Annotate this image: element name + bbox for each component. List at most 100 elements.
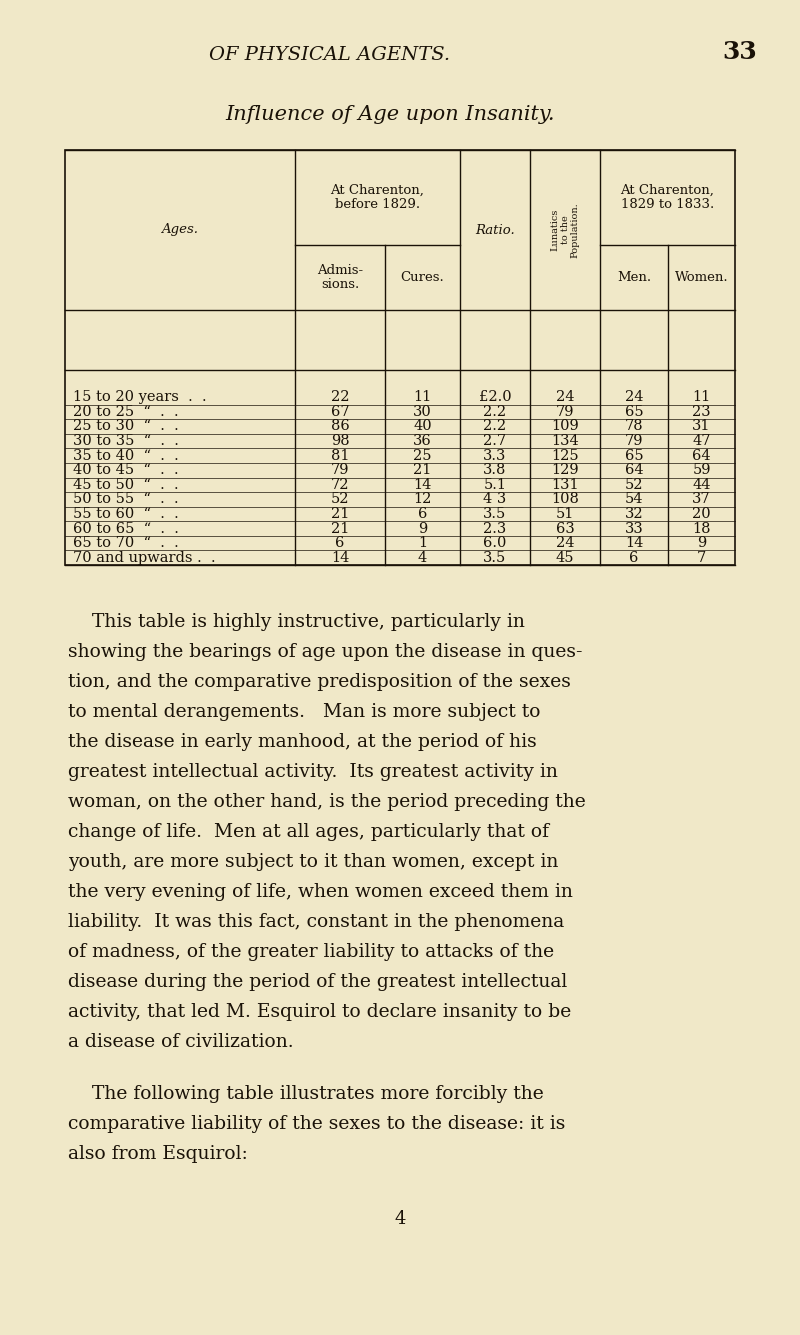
Text: a disease of civilization.: a disease of civilization.	[68, 1033, 294, 1051]
Text: activity, that led M. Esquirol to declare insanity to be: activity, that led M. Esquirol to declar…	[68, 1003, 571, 1021]
Text: woman, on the other hand, is the period preceding the: woman, on the other hand, is the period …	[68, 793, 586, 810]
Text: 72: 72	[330, 478, 350, 491]
Text: 6: 6	[418, 507, 427, 521]
Text: 65 to 70  “  .  .: 65 to 70 “ . .	[73, 537, 178, 550]
Text: 32: 32	[625, 507, 643, 521]
Text: 3.5: 3.5	[483, 507, 506, 521]
Text: The following table illustrates more forcibly the: The following table illustrates more for…	[68, 1085, 544, 1103]
Text: Cures.: Cures.	[401, 271, 444, 284]
Text: 20 to 25  “  .  .: 20 to 25 “ . .	[73, 405, 178, 419]
Text: 14: 14	[414, 478, 432, 491]
Text: 36: 36	[413, 434, 432, 449]
Text: 9: 9	[697, 537, 706, 550]
Text: 108: 108	[551, 493, 579, 506]
Text: liability.  It was this fact, constant in the phenomena: liability. It was this fact, constant in…	[68, 913, 564, 930]
Text: 9: 9	[418, 522, 427, 535]
Text: 2.7: 2.7	[483, 434, 506, 449]
Text: 5.1: 5.1	[483, 478, 506, 491]
Text: 65: 65	[625, 449, 643, 463]
Text: 21: 21	[414, 463, 432, 477]
Text: 22: 22	[330, 390, 350, 405]
Text: 45 to 50  “  .  .: 45 to 50 “ . .	[73, 478, 178, 491]
Text: 33: 33	[625, 522, 643, 535]
Text: comparative liability of the sexes to the disease: it is: comparative liability of the sexes to th…	[68, 1115, 566, 1133]
Text: 15 to 20 years  .  .: 15 to 20 years . .	[73, 390, 206, 405]
Text: Influence of Age upon Insanity.: Influence of Age upon Insanity.	[226, 105, 554, 124]
Text: 81: 81	[330, 449, 350, 463]
Text: 7: 7	[697, 551, 706, 565]
Text: 3.5: 3.5	[483, 551, 506, 565]
Text: 79: 79	[625, 434, 643, 449]
Text: 131: 131	[551, 478, 579, 491]
Text: £2.0: £2.0	[478, 390, 511, 405]
Text: 31: 31	[692, 419, 710, 434]
Text: 3.3: 3.3	[483, 449, 506, 463]
Text: showing the bearings of age upon the disease in ques-: showing the bearings of age upon the dis…	[68, 643, 582, 661]
Text: 6: 6	[630, 551, 638, 565]
Text: 6: 6	[335, 537, 345, 550]
Text: the very evening of life, when women exceed them in: the very evening of life, when women exc…	[68, 882, 573, 901]
Text: 25: 25	[414, 449, 432, 463]
Text: 47: 47	[692, 434, 710, 449]
Text: 18: 18	[692, 522, 710, 535]
Text: Women.: Women.	[674, 271, 728, 284]
Text: 33: 33	[722, 40, 758, 64]
Text: OF PHYSICAL AGENTS.: OF PHYSICAL AGENTS.	[210, 45, 450, 64]
Text: 4: 4	[394, 1210, 406, 1228]
Text: 59: 59	[692, 463, 710, 477]
Text: Ages.: Ages.	[162, 223, 198, 236]
Text: Lunatics
to the
Population.: Lunatics to the Population.	[550, 202, 580, 258]
Text: 21: 21	[331, 507, 349, 521]
Text: Men.: Men.	[617, 271, 651, 284]
Text: 67: 67	[330, 405, 350, 419]
Text: 52: 52	[330, 493, 350, 506]
Text: 55 to 60  “  .  .: 55 to 60 “ . .	[73, 507, 178, 521]
Text: 2.2: 2.2	[483, 405, 506, 419]
Text: This table is highly instructive, particularly in: This table is highly instructive, partic…	[68, 613, 525, 631]
Text: change of life.  Men at all ages, particularly that of: change of life. Men at all ages, particu…	[68, 822, 549, 841]
Text: 23: 23	[692, 405, 711, 419]
Text: 45: 45	[556, 551, 574, 565]
Text: tion, and the comparative predisposition of the sexes: tion, and the comparative predisposition…	[68, 673, 571, 692]
Text: 64: 64	[692, 449, 711, 463]
Text: 21: 21	[331, 522, 349, 535]
Text: 11: 11	[414, 390, 432, 405]
Text: 98: 98	[330, 434, 350, 449]
Text: 64: 64	[625, 463, 643, 477]
Text: 37: 37	[692, 493, 711, 506]
Text: disease during the period of the greatest intellectual: disease during the period of the greates…	[68, 973, 567, 991]
Text: 1: 1	[418, 537, 427, 550]
Text: 86: 86	[330, 419, 350, 434]
Text: 40: 40	[413, 419, 432, 434]
Text: 30 to 35  “  .  .: 30 to 35 “ . .	[73, 434, 179, 449]
Text: 12: 12	[414, 493, 432, 506]
Text: 35 to 40  “  .  .: 35 to 40 “ . .	[73, 449, 178, 463]
Text: greatest intellectual activity.  Its greatest activity in: greatest intellectual activity. Its grea…	[68, 764, 558, 781]
Text: 70 and upwards .  .: 70 and upwards . .	[73, 551, 216, 565]
Text: 63: 63	[556, 522, 574, 535]
Text: 109: 109	[551, 419, 579, 434]
Text: Admis-
sions.: Admis- sions.	[317, 263, 363, 291]
Text: 60 to 65  “  .  .: 60 to 65 “ . .	[73, 522, 179, 535]
Text: 44: 44	[692, 478, 710, 491]
Text: 24: 24	[625, 390, 643, 405]
Text: 24: 24	[556, 537, 574, 550]
Text: 51: 51	[556, 507, 574, 521]
Text: 4 3: 4 3	[483, 493, 506, 506]
Text: 78: 78	[625, 419, 643, 434]
Text: 24: 24	[556, 390, 574, 405]
Text: 3.8: 3.8	[483, 463, 506, 477]
Text: 79: 79	[330, 463, 350, 477]
Text: 129: 129	[551, 463, 579, 477]
Text: to mental derangements.   Man is more subject to: to mental derangements. Man is more subj…	[68, 704, 541, 721]
Text: 25 to 30  “  .  .: 25 to 30 “ . .	[73, 419, 178, 434]
Bar	[65, 150, 735, 565]
Text: 14: 14	[625, 537, 643, 550]
Text: 40 to 45  “  .  .: 40 to 45 “ . .	[73, 463, 178, 477]
Text: 2.3: 2.3	[483, 522, 506, 535]
Text: 11: 11	[692, 390, 710, 405]
Text: 2.2: 2.2	[483, 419, 506, 434]
Text: 54: 54	[625, 493, 643, 506]
Text: 20: 20	[692, 507, 711, 521]
Text: 50 to 55  “  .  .: 50 to 55 “ . .	[73, 493, 178, 506]
